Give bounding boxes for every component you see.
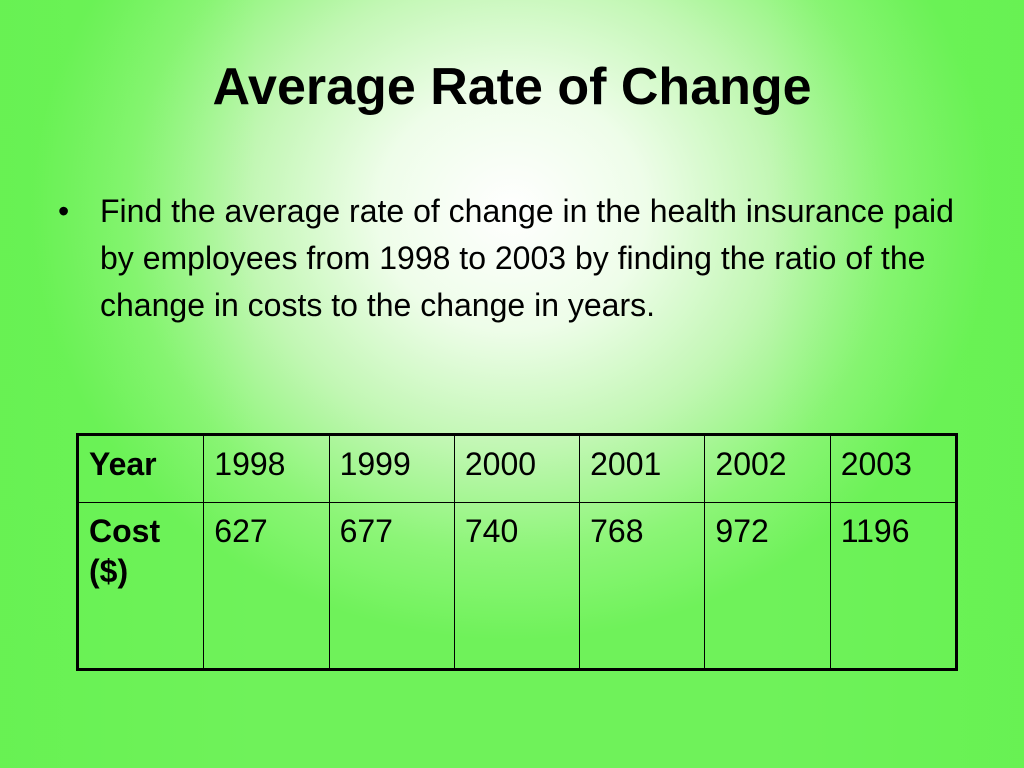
row-header-year: Year: [76, 434, 205, 503]
bullet-text: Find the average rate of change in the h…: [100, 193, 954, 323]
table-cell: 2002: [704, 434, 831, 503]
slide-title: Average Rate of Change: [212, 58, 812, 116]
table-cell: 677: [328, 502, 455, 670]
table-row-cost: Cost ($) 627 677 740 768 972 1196: [76, 502, 958, 670]
table-cell: 2003: [829, 434, 958, 503]
table-cell: 1999: [328, 434, 455, 503]
table-cell: 2000: [453, 434, 581, 503]
data-table: Year 1998 1999 2000 2001 2002 2003 Cost …: [76, 433, 958, 671]
bullet-icon: •: [58, 193, 70, 229]
bullet-item: • Find the average rate of change in the…: [58, 188, 963, 329]
table-cell: 972: [704, 502, 831, 670]
table-cell: 627: [203, 502, 330, 670]
table-cell: 2001: [579, 434, 706, 503]
table-cell: 1196: [829, 502, 958, 670]
table-row-year: Year 1998 1999 2000 2001 2002 2003: [76, 434, 958, 503]
row-header-cost: Cost ($): [76, 502, 205, 670]
table-cell: 768: [579, 502, 706, 670]
table-cell: 740: [453, 502, 581, 670]
bullet-list: • Find the average rate of change in the…: [58, 188, 963, 329]
table-cell: 1998: [203, 434, 330, 503]
